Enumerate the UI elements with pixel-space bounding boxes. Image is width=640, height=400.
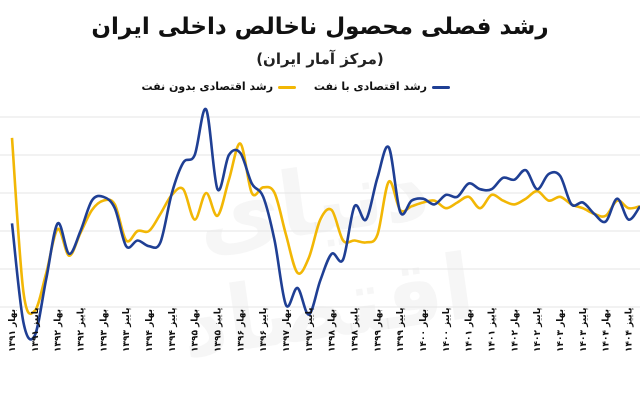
x-tick-label-10: بهار ۱۳۹۶	[236, 309, 246, 352]
chart-title: رشد فصلی محصول ناخالص داخلی ایران	[91, 14, 549, 40]
x-tick-label-26: بهار ۱۴۰۴	[602, 309, 612, 352]
chart-subtitle: (مرکز آمار ایران)	[256, 50, 384, 68]
x-tick-label-1: پاییز ۱۳۹۱	[31, 307, 41, 352]
legend-label-without-oil: رشد اقتصادی بدون نفت	[141, 80, 274, 93]
x-tick-label-7: پاییز ۱۳۹۴	[168, 307, 178, 352]
x-tick-label-20: بهار ۱۴۰۱	[465, 309, 475, 352]
x-tick-label-0: بهار ۱۳۹۱	[8, 309, 18, 352]
series-line-without-oil	[10, 137, 640, 316]
x-tick-label-4: بهار ۱۳۹۳	[99, 309, 109, 352]
legend: رشد اقتصادی با نفت رشد اقتصادی بدون نفت	[141, 80, 450, 93]
x-tick-label-23: پاییز ۱۴۰۲	[533, 307, 543, 352]
legend-label-with-oil: رشد اقتصادی با نفت	[313, 80, 427, 93]
x-tick-label-16: بهار ۱۳۹۹	[373, 309, 383, 352]
x-tick-label-22: بهار ۱۴۰۲	[510, 309, 520, 352]
legend-swatch-with-oil	[432, 85, 450, 89]
x-tick-label-12: بهار ۱۳۹۷	[282, 309, 292, 352]
x-tick-label-5: پاییز ۱۳۹۳	[122, 307, 132, 352]
x-tick-label-2: بهار ۱۳۹۲	[54, 309, 64, 352]
x-tick-label-11: پاییز ۱۳۹۶	[259, 307, 269, 352]
x-tick-label-21: پاییز ۱۴۰۱	[488, 307, 498, 352]
x-tick-label-8: بهار ۱۳۹۵	[191, 309, 201, 352]
x-tick-label-9: پاییز ۱۳۹۵	[214, 307, 224, 352]
legend-swatch-without-oil	[278, 85, 297, 89]
x-tick-label-17: پاییز ۱۳۹۹	[396, 307, 406, 352]
x-tick-label-18: بهار ۱۴۰۰	[419, 309, 429, 352]
x-tick-label-15: پاییز ۱۳۹۸	[351, 307, 361, 352]
x-tick-label-6: بهار ۱۳۹۴	[145, 309, 155, 352]
x-tick-label-19: پاییز ۱۴۰۰	[442, 307, 452, 352]
legend-item-with-oil: رشد اقتصادی با نفت	[314, 80, 450, 93]
x-tick-label-3: پاییز ۱۳۹۲	[77, 307, 87, 352]
x-tick-label-13: پاییز ۱۳۹۷	[305, 307, 315, 352]
legend-item-without-oil: رشد اقتصادی بدون نفت	[141, 80, 297, 93]
x-tick-label-24: بهار ۱۴۰۳	[556, 309, 566, 352]
x-tick-label-27: پاییز ۱۴۰۴	[625, 307, 635, 352]
x-tick-label-25: پاییز ۱۴۰۳	[579, 307, 589, 352]
series-line-with-oil	[10, 108, 640, 341]
x-tick-label-14: بهار ۱۳۹۸	[328, 309, 338, 352]
